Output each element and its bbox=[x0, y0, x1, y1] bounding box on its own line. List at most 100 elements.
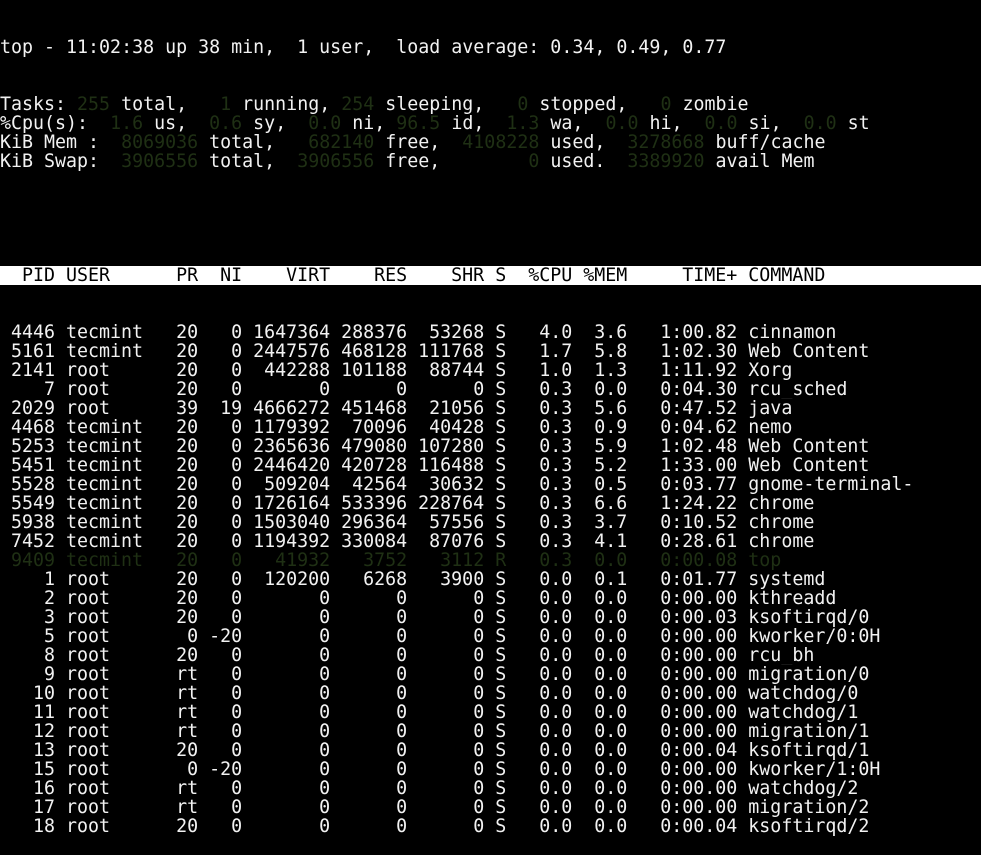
summary-label: ni, bbox=[341, 114, 397, 133]
cell-pr: rt bbox=[176, 779, 199, 798]
cell-pid: 5549 bbox=[10, 494, 56, 513]
cell-mem: 4.1 bbox=[594, 532, 628, 551]
cell-virt: 1726164 bbox=[253, 494, 331, 513]
cell-pid: 4446 bbox=[10, 323, 56, 342]
cell-res: 330084 bbox=[341, 532, 408, 551]
cell-shr: 21056 bbox=[429, 399, 485, 418]
cell-command: java bbox=[748, 399, 793, 418]
summary-label: KiB Mem : bbox=[0, 133, 122, 152]
column-header-bar: PID USER PR NI VIRT RES SHR S %CPU %MEM TIME+ COMMA… bbox=[0, 266, 981, 285]
cell-time: 0:00.00 bbox=[660, 722, 738, 741]
cell-virt: 1503040 bbox=[253, 513, 331, 532]
cell-cpu: 0.0 bbox=[539, 608, 573, 627]
cell-cpu: 0.3 bbox=[539, 437, 573, 456]
cell-pid: 11 bbox=[33, 703, 56, 722]
summary-label: KiB Swap: bbox=[0, 152, 122, 171]
cell-state: S bbox=[495, 323, 507, 342]
cell-pr: 0 bbox=[187, 760, 199, 779]
cell-ni: 0 bbox=[231, 456, 243, 475]
cell-virt: 0 bbox=[319, 589, 331, 608]
cell-shr: 0 bbox=[473, 722, 485, 741]
process-row: 9409 tecmint 20 0 41932 3752 3112 R 0.3 0.0 0:00.0… bbox=[0, 551, 981, 570]
cell-res: 533396 bbox=[341, 494, 408, 513]
summary-label: free, bbox=[374, 152, 529, 171]
cell-res: 70096 bbox=[352, 418, 408, 437]
cell-virt: 0 bbox=[319, 779, 331, 798]
summary-value: 0.0 bbox=[803, 114, 837, 133]
summary-label: free, bbox=[374, 133, 463, 152]
cell-time: 0:00.00 bbox=[660, 684, 738, 703]
cell-shr: 0 bbox=[473, 798, 485, 817]
cell-pid: 4468 bbox=[10, 418, 56, 437]
cell-pid: 7 bbox=[44, 380, 56, 399]
cell-command: ksoftirqd/2 bbox=[748, 817, 870, 836]
cell-command: Xorg bbox=[748, 361, 793, 380]
cell-state: S bbox=[495, 361, 507, 380]
cell-shr: 0 bbox=[473, 760, 485, 779]
cell-pr: 20 bbox=[176, 741, 199, 760]
cell-res: 3752 bbox=[363, 551, 408, 570]
cell-res: 0 bbox=[396, 608, 408, 627]
summary-label: zombie bbox=[671, 95, 749, 114]
cell-command: chrome bbox=[748, 532, 815, 551]
summary-label: used. bbox=[539, 152, 628, 171]
cell-ni: 0 bbox=[231, 570, 243, 589]
cell-ni: 0 bbox=[231, 722, 243, 741]
cell-virt: 0 bbox=[319, 817, 331, 836]
cell-user: root bbox=[66, 608, 111, 627]
cell-command: watchdog/1 bbox=[748, 703, 859, 722]
cell-virt: 4666272 bbox=[253, 399, 331, 418]
cell-command: chrome bbox=[748, 513, 815, 532]
cell-time: 1:24.22 bbox=[660, 494, 738, 513]
cell-virt: 1647364 bbox=[253, 323, 331, 342]
cell-user: tecmint bbox=[66, 513, 144, 532]
summary-value: 0 bbox=[517, 95, 529, 114]
cell-pid: 5161 bbox=[10, 342, 56, 361]
process-row: 2141 root 20 0 442288 101188 88744 S 1.0 1.3 1:11.… bbox=[0, 361, 981, 380]
cell-virt: 1194392 bbox=[253, 532, 331, 551]
summary-value: 255 bbox=[77, 95, 111, 114]
summary-label: avail Mem bbox=[704, 152, 815, 171]
cell-cpu: 0.3 bbox=[539, 513, 573, 532]
cell-ni: 0 bbox=[231, 589, 243, 608]
cell-res: 0 bbox=[396, 589, 408, 608]
cell-mem: 0.5 bbox=[594, 475, 628, 494]
cell-command: nemo bbox=[748, 418, 793, 437]
cell-command: Web Content bbox=[748, 437, 870, 456]
cell-res: 42564 bbox=[352, 475, 408, 494]
cell-cpu: 0.0 bbox=[539, 570, 573, 589]
cell-user: root bbox=[66, 779, 111, 798]
cell-ni: 0 bbox=[231, 513, 243, 532]
process-row: 18 root 20 0 0 0 0 S 0.0 0.0 0:00.04 ksoftirqd/2 bbox=[0, 817, 981, 836]
cell-mem: 0.0 bbox=[594, 589, 628, 608]
cell-time: 0:00.00 bbox=[660, 589, 738, 608]
process-row: 10 root rt 0 0 0 0 S 0.0 0.0 0:00.00 watchdog/0 bbox=[0, 684, 981, 703]
cell-state: S bbox=[495, 798, 507, 817]
cell-cpu: 0.3 bbox=[539, 380, 573, 399]
cell-cpu: 0.0 bbox=[539, 817, 573, 836]
cell-pid: 3 bbox=[44, 608, 56, 627]
cell-virt: 0 bbox=[319, 760, 331, 779]
cell-state: S bbox=[495, 342, 507, 361]
cell-pr: rt bbox=[176, 665, 199, 684]
cell-pr: 20 bbox=[176, 551, 199, 570]
cell-ni: 0 bbox=[231, 703, 243, 722]
cell-cpu: 0.0 bbox=[539, 627, 573, 646]
cell-pr: 20 bbox=[176, 589, 199, 608]
cell-virt: 0 bbox=[319, 380, 331, 399]
cell-user: tecmint bbox=[66, 551, 144, 570]
cell-res: 0 bbox=[396, 760, 408, 779]
process-row: 9 root rt 0 0 0 0 S 0.0 0.0 0:00.00 migration/0 bbox=[0, 665, 981, 684]
cell-ni: -20 bbox=[209, 627, 243, 646]
summary-label: total, bbox=[198, 152, 298, 171]
cell-res: 0 bbox=[396, 817, 408, 836]
cell-ni: 0 bbox=[231, 437, 243, 456]
column-header-command: COMMAND bbox=[748, 266, 826, 285]
summary-value: 3906556 bbox=[297, 152, 375, 171]
process-row: 2 root 20 0 0 0 0 S 0.0 0.0 0:00.00 kthreadd bbox=[0, 589, 981, 608]
cell-command: kworker/0:0H bbox=[748, 627, 881, 646]
summary-label: %Cpu(s): bbox=[0, 114, 111, 133]
cell-time: 0:00.00 bbox=[660, 779, 738, 798]
cell-mem: 3.7 bbox=[594, 513, 628, 532]
